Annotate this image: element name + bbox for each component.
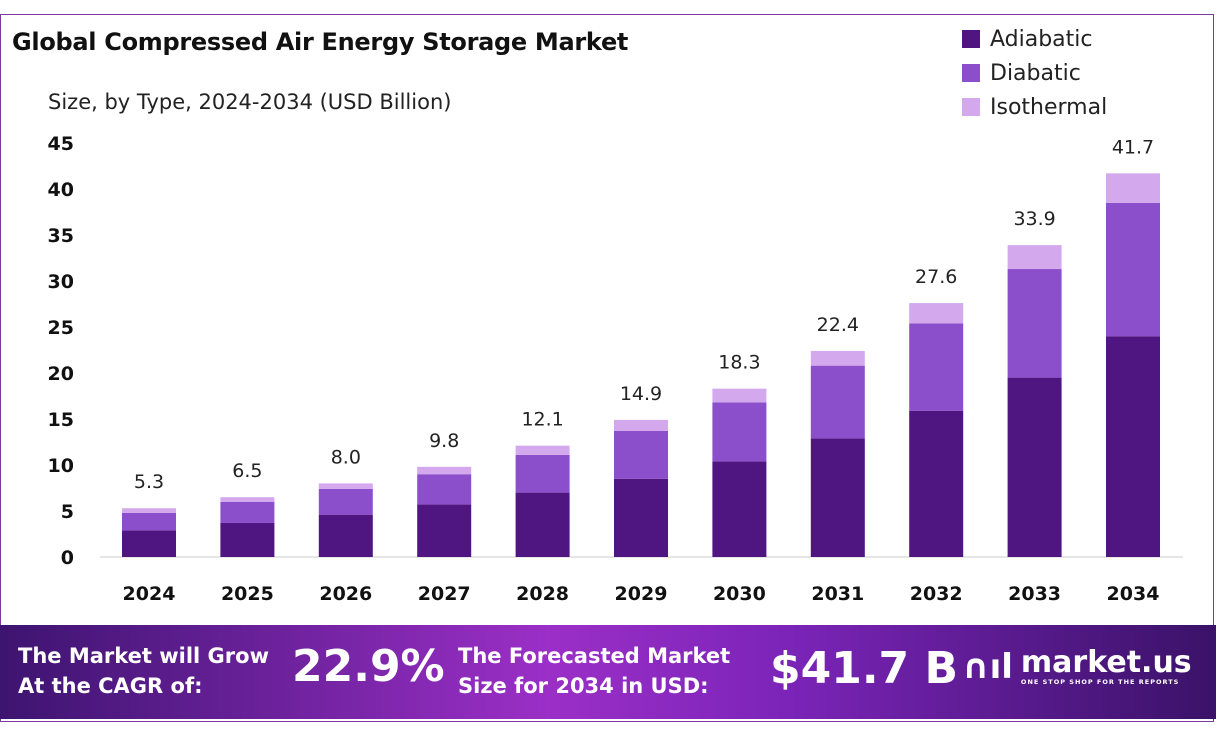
legend-swatch <box>962 64 980 82</box>
footer-banner: The Market will Grow At the CAGR of: 22.… <box>0 625 1216 719</box>
cagr-label-line2: At the CAGR of: <box>18 674 203 698</box>
bar-segment-adiabatic <box>417 504 472 557</box>
logo-name: market.us <box>1020 645 1192 680</box>
y-tick-label: 25 <box>48 317 74 339</box>
bar-segment-diabatic <box>220 501 275 523</box>
data-label: 27.6 <box>915 266 957 288</box>
bar-segment-diabatic <box>1106 202 1160 337</box>
bar-segment-isothermal <box>909 303 964 324</box>
y-tick-label: 35 <box>48 225 74 247</box>
y-tick-label: 15 <box>48 409 74 431</box>
y-tick-label: 0 <box>61 547 74 569</box>
data-label: 33.9 <box>1013 208 1055 230</box>
x-tick-label: 2027 <box>418 583 471 605</box>
cagr-label-line1: The Market will Grow <box>18 644 269 668</box>
bar-segment-diabatic <box>122 512 176 531</box>
bar-segment-adiabatic <box>1007 377 1062 557</box>
forecast-label-line2: Size for 2034 in USD: <box>458 674 709 698</box>
x-tick-label: 2028 <box>516 583 569 605</box>
legend-label: Adiabatic <box>990 26 1093 52</box>
bar-segment-diabatic <box>614 430 668 479</box>
bar-segment-isothermal <box>220 497 275 502</box>
bar-segment-isothermal <box>712 388 767 403</box>
chart-subtitle: Size, by Type, 2024-2034 (USD Billion) <box>48 90 452 114</box>
data-label: 41.7 <box>1112 136 1154 158</box>
data-label: 8.0 <box>331 446 361 468</box>
y-tick-label: 10 <box>48 455 74 477</box>
bar-segment-isothermal <box>515 445 570 455</box>
bar-segment-isothermal <box>1007 245 1062 270</box>
x-tick-label: 2034 <box>1107 583 1160 605</box>
logo-icon: ∩ıl <box>962 647 1013 687</box>
bar-segment-diabatic <box>909 323 964 411</box>
marketus-logo: ∩ıl market.us ONE STOP SHOP FOR THE REPO… <box>962 647 1192 687</box>
bar-segment-adiabatic <box>1106 336 1160 557</box>
bar-segment-diabatic <box>1007 269 1062 378</box>
y-tick-label: 40 <box>48 179 74 201</box>
bar-segment-adiabatic <box>122 530 176 557</box>
bar-segment-isothermal <box>810 350 865 366</box>
bar-segment-adiabatic <box>810 438 865 557</box>
forecast-label-line1: The Forecasted Market <box>458 644 731 668</box>
legend-label: Isothermal <box>990 94 1108 120</box>
data-label: 22.4 <box>817 314 859 336</box>
data-label: 18.3 <box>718 352 760 374</box>
bar-segment-diabatic <box>712 402 767 462</box>
x-tick-label: 2026 <box>319 583 372 605</box>
bar-segment-diabatic <box>515 454 570 493</box>
x-tick-label: 2030 <box>713 583 766 605</box>
bar-segment-adiabatic <box>220 522 275 557</box>
cagr-label: The Market will Grow At the CAGR of: <box>18 641 269 701</box>
logo-tagline: ONE STOP SHOP FOR THE REPORTS <box>1020 678 1180 686</box>
bar-segment-diabatic <box>810 365 865 439</box>
x-tick-label: 2031 <box>811 583 864 605</box>
bar-segment-isothermal <box>122 508 176 513</box>
x-tick-label: 2033 <box>1008 583 1061 605</box>
bar-segment-adiabatic <box>712 461 767 557</box>
x-tick-label: 2024 <box>123 583 176 605</box>
chart-title: Global Compressed Air Energy Storage Mar… <box>12 28 629 56</box>
forecast-value: $41.7 B <box>770 643 959 694</box>
x-tick-label: 2029 <box>615 583 668 605</box>
bar-segment-isothermal <box>417 466 472 475</box>
data-label: 14.9 <box>620 383 662 405</box>
bar-segment-isothermal <box>614 419 668 431</box>
chart-frame <box>0 14 1214 722</box>
bar-segment-adiabatic <box>614 478 668 557</box>
y-tick-label: 5 <box>61 501 74 523</box>
data-label: 5.3 <box>134 471 164 493</box>
legend-item-isothermal: Isothermal <box>962 90 1107 124</box>
bar-segment-adiabatic <box>515 492 570 557</box>
bar-segment-adiabatic <box>909 410 964 557</box>
legend-swatch <box>962 98 980 116</box>
cagr-value: 22.9% <box>292 641 445 692</box>
forecast-label: The Forecasted Market Size for 2034 in U… <box>458 641 730 701</box>
y-tick-label: 20 <box>48 363 74 385</box>
data-label: 12.1 <box>521 409 563 431</box>
legend-swatch <box>962 30 980 48</box>
bar-segment-isothermal <box>1106 173 1160 203</box>
bar-segment-diabatic <box>318 488 373 515</box>
legend-item-diabatic: Diabatic <box>962 56 1107 90</box>
bar-segment-diabatic <box>417 474 472 505</box>
y-tick-label: 30 <box>48 271 74 293</box>
bar-chart: 0510152025303540455.320246.520258.020269… <box>48 133 1183 605</box>
legend-item-adiabatic: Adiabatic <box>962 22 1107 56</box>
bar-segment-isothermal <box>318 483 373 489</box>
x-tick-label: 2025 <box>221 583 274 605</box>
legend-label: Diabatic <box>990 60 1081 86</box>
data-label: 9.8 <box>429 430 459 452</box>
legend: Adiabatic Diabatic Isothermal <box>962 22 1107 124</box>
y-tick-label: 45 <box>48 133 74 155</box>
x-tick-label: 2032 <box>910 583 963 605</box>
bar-segment-adiabatic <box>318 514 373 557</box>
data-label: 6.5 <box>232 460 262 482</box>
